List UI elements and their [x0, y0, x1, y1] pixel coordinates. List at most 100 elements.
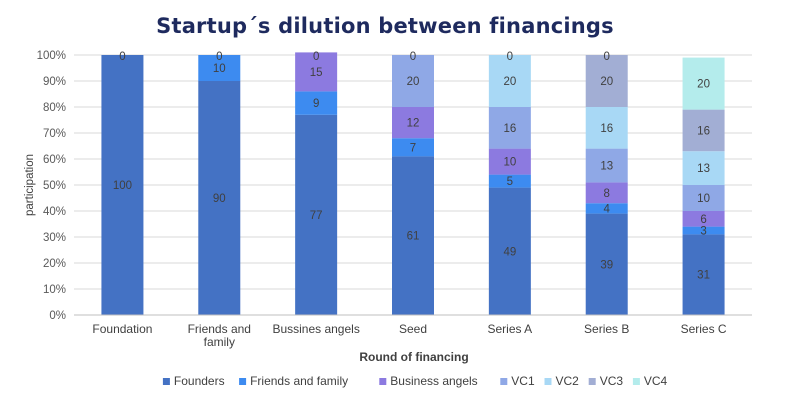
data-label: 20 [407, 76, 420, 88]
x-tick-label: Friends and family [188, 322, 251, 349]
data-labels: 1000901007791506171220049510162003948131… [113, 51, 710, 282]
legend-label: VC2 [556, 374, 580, 388]
bar-segment [585, 213, 628, 315]
bar-segment [682, 226, 725, 235]
y-tick-label: 30% [43, 232, 66, 244]
data-label: 15 [310, 67, 323, 79]
x-tick-label: Seed [399, 322, 427, 336]
y-tick-label: 50% [43, 180, 66, 192]
data-label: 4 [604, 203, 611, 215]
data-label: 12 [407, 118, 420, 130]
y-tick-label: 70% [43, 128, 66, 140]
y-tick-label: 90% [43, 76, 66, 88]
x-tick-label: Bussines angels [272, 322, 359, 336]
legend-swatch [544, 378, 552, 385]
data-label: 7 [410, 142, 416, 154]
bar-segment [585, 182, 628, 204]
legend-swatch [500, 378, 508, 385]
bar-segment [682, 234, 725, 315]
bar-segment [392, 55, 434, 107]
data-label: 3 [700, 226, 706, 238]
data-label-zero: 0 [216, 51, 222, 63]
legend-swatch [239, 378, 247, 385]
legend-swatch [632, 378, 640, 385]
legend-label: VC4 [644, 374, 668, 388]
data-label: 13 [600, 161, 613, 173]
legend-item: Friends and family [239, 374, 348, 388]
y-tick-label: 100% [37, 50, 66, 62]
x-tick-label: Series B [584, 322, 629, 336]
y-tick-label: 0% [49, 310, 66, 322]
data-label: 10 [503, 157, 516, 169]
y-tick-label: 10% [43, 284, 66, 296]
bar-segment [585, 203, 628, 214]
data-label: 90 [213, 193, 226, 205]
legend-swatch [588, 378, 596, 385]
bars [101, 52, 725, 315]
data-label: 49 [503, 246, 516, 258]
bar-segment [682, 109, 725, 152]
data-label: 31 [697, 270, 710, 282]
data-label: 20 [600, 76, 613, 88]
data-label: 39 [600, 259, 613, 271]
legend-item: Business angels [379, 374, 478, 388]
bar-segment [682, 57, 725, 110]
y-axis-ticks: 0% 10% 20% 30% 40% 50% 60% 70% 80% 90% 100% [37, 50, 66, 322]
data-label: 16 [697, 125, 710, 137]
bar-segment [295, 114, 338, 315]
bar-segment [585, 55, 628, 107]
data-label: 100 [113, 180, 132, 192]
y-tick-label: 20% [43, 258, 66, 270]
legend-label: Business angels [390, 374, 477, 388]
bar-segment [198, 55, 241, 81]
data-label: 20 [697, 79, 710, 91]
data-label: 16 [600, 123, 613, 135]
y-tick-label: 60% [43, 154, 66, 166]
chart-title: Startup´s dilution between financings [156, 14, 614, 38]
legend: Founders Friends and family Business angel… [162, 374, 668, 388]
y-tick-label: 40% [43, 206, 66, 218]
x-axis-ticks: Foundation Friends and family Bussines ange… [92, 322, 727, 349]
y-axis-title: participation [24, 154, 36, 216]
bar-segment [585, 148, 628, 183]
legend-item: VC4 [632, 374, 668, 388]
bar-segment [488, 148, 531, 175]
legend-label: VC1 [511, 374, 535, 388]
data-label: 5 [507, 176, 513, 188]
legend-item: VC2 [544, 374, 580, 388]
bar-segment [682, 185, 725, 211]
bar-segment [198, 81, 241, 315]
bar-segment [488, 107, 531, 149]
legend-swatch [162, 378, 170, 385]
data-label: 10 [697, 193, 710, 205]
bar-segment [682, 211, 725, 227]
data-label: 9 [313, 98, 319, 110]
legend-item: VC1 [500, 374, 535, 388]
data-label: 8 [604, 188, 610, 200]
data-label: 20 [503, 76, 516, 88]
data-label-zero: 0 [119, 51, 125, 63]
data-label-zero: 0 [410, 51, 416, 63]
legend-item: Founders [162, 374, 225, 388]
data-label: 16 [503, 123, 516, 135]
legend-label: Founders [174, 374, 225, 388]
data-label-zero: 0 [604, 51, 610, 63]
bar-segment [392, 138, 434, 157]
legend-label: VC3 [600, 374, 624, 388]
legend-label: Friends and family [250, 374, 348, 388]
bar-segment [295, 52, 338, 92]
x-tick-label: Foundation [92, 322, 152, 336]
x-tick-label: Series A [488, 322, 533, 336]
legend-item: VC3 [588, 374, 624, 388]
data-label: 10 [213, 63, 226, 75]
bar-segment [392, 156, 434, 315]
bar-segment [488, 55, 531, 107]
bar-segment [392, 107, 434, 139]
bar-segment [488, 187, 531, 315]
bar-segment [585, 107, 628, 149]
data-label-zero: 0 [313, 51, 319, 63]
y-tick-label: 80% [43, 102, 66, 114]
data-label: 61 [407, 231, 420, 243]
